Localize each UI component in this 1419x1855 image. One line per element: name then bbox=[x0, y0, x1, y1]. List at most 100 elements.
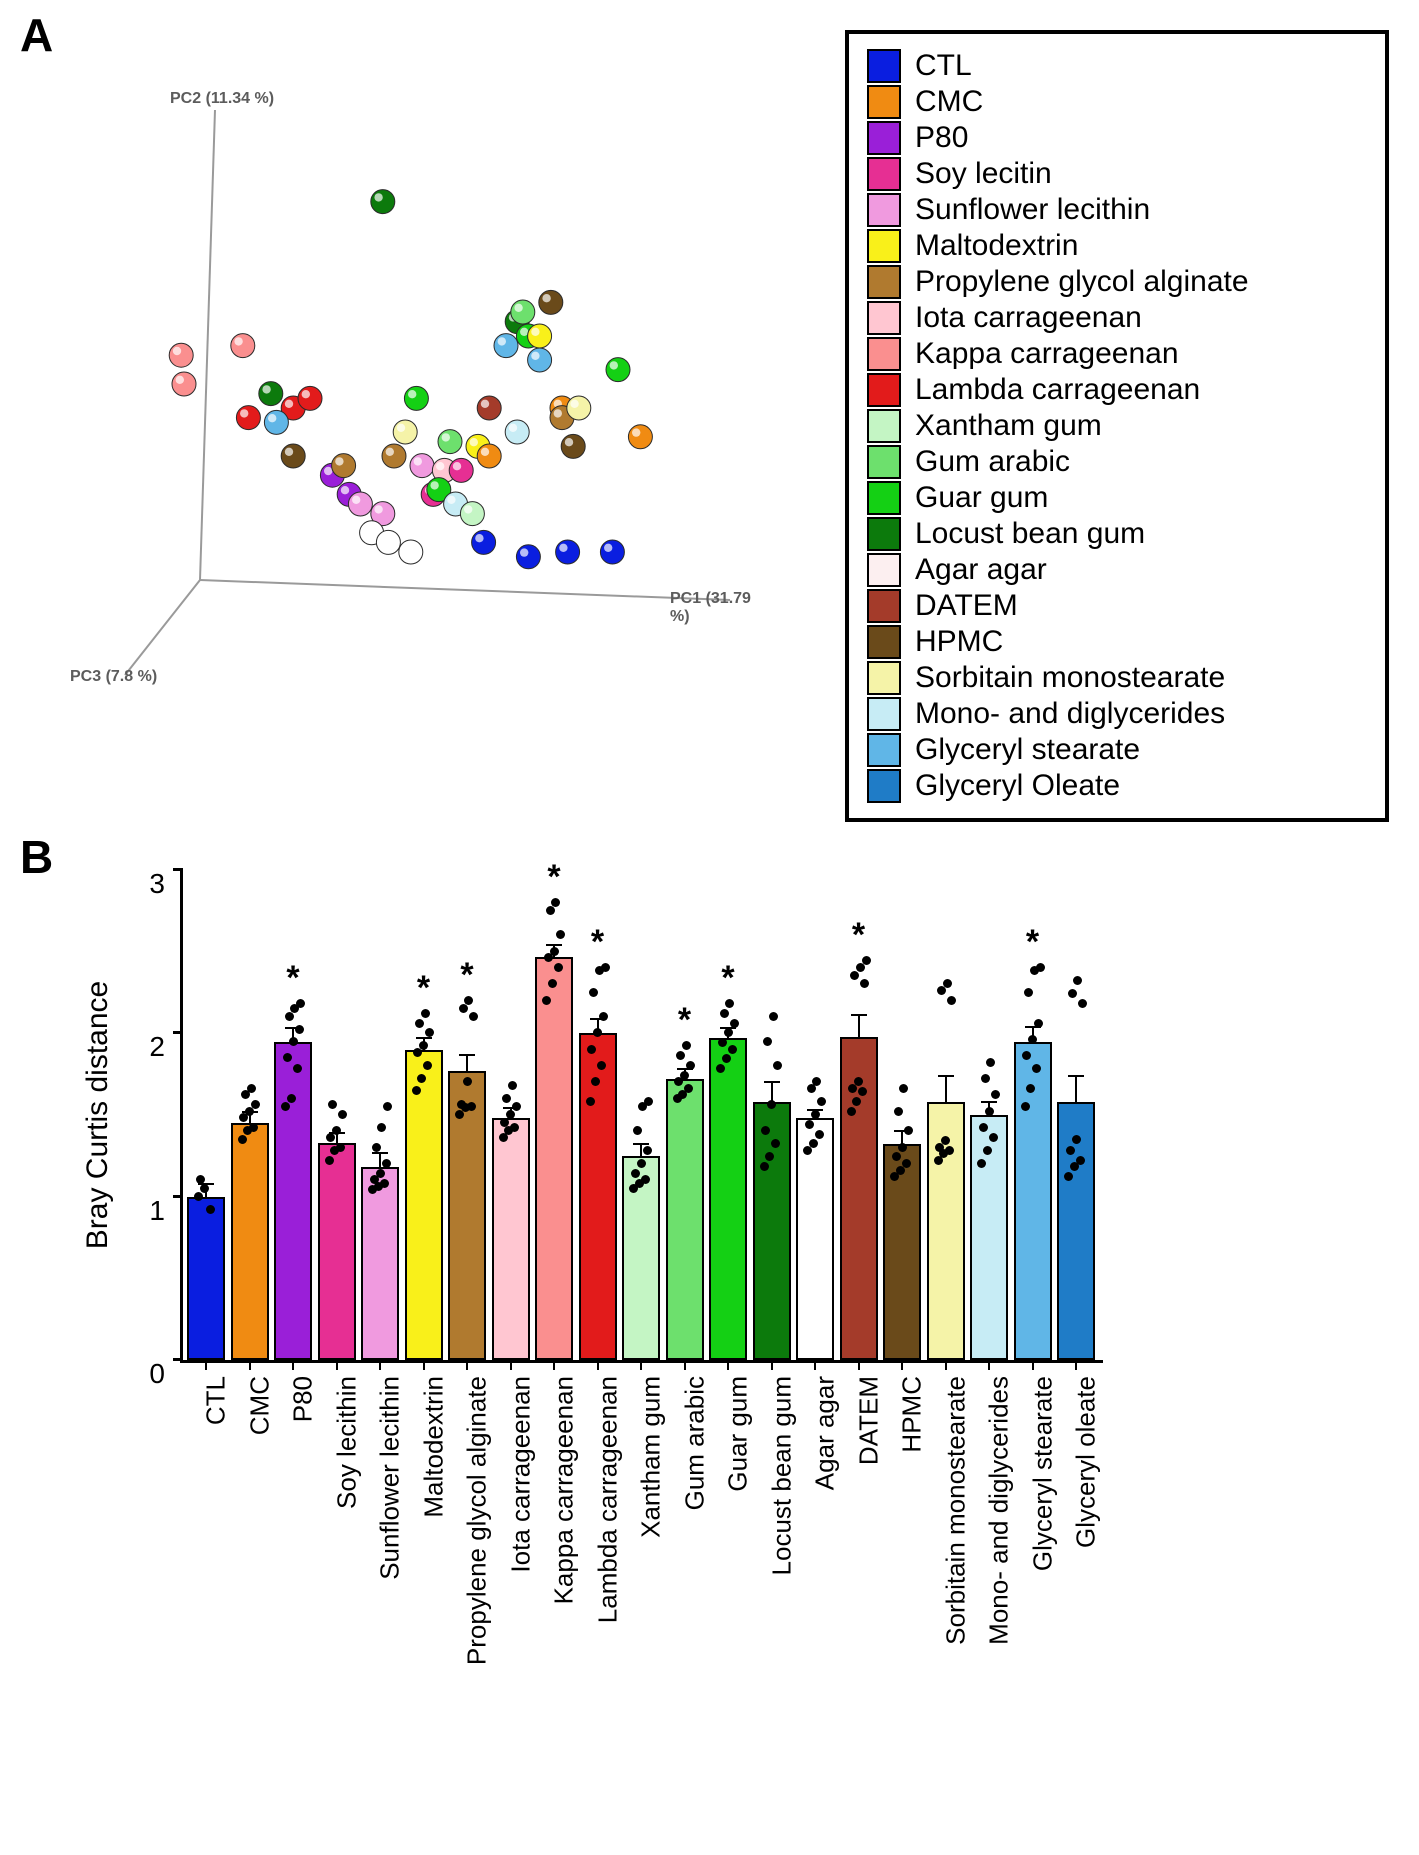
data-point bbox=[542, 996, 551, 1005]
data-point bbox=[1024, 988, 1033, 997]
data-point bbox=[644, 1097, 653, 1106]
legend-swatch bbox=[867, 481, 901, 515]
bar-ytick-label: 0 bbox=[149, 1358, 183, 1390]
pca-point bbox=[332, 454, 356, 478]
pca-point-highlight bbox=[442, 433, 450, 441]
bar-xtick-mark bbox=[379, 1360, 381, 1370]
pc1-axis bbox=[200, 580, 730, 600]
data-point bbox=[332, 1126, 341, 1135]
legend-label: Soy lecitin bbox=[915, 157, 1052, 191]
legend-item: Maltodextrin bbox=[867, 228, 1367, 264]
data-point bbox=[1036, 963, 1045, 972]
data-point bbox=[587, 1045, 596, 1054]
legend-swatch bbox=[867, 697, 901, 731]
pca-point-highlight bbox=[520, 548, 528, 556]
error-bar bbox=[379, 1153, 381, 1168]
pca-point-highlight bbox=[464, 505, 472, 513]
pca-point-highlight bbox=[374, 193, 382, 201]
error-bar-cap bbox=[372, 1152, 388, 1154]
pca-point-highlight bbox=[285, 448, 293, 456]
data-point bbox=[372, 1143, 381, 1152]
data-point bbox=[425, 1028, 434, 1037]
data-point bbox=[728, 1045, 737, 1054]
pca-point-highlight bbox=[520, 328, 528, 336]
bar-xtick-mark bbox=[988, 1360, 990, 1370]
pca-point bbox=[371, 190, 395, 214]
error-bar bbox=[640, 1144, 642, 1155]
pca-point-highlight bbox=[268, 414, 276, 422]
data-point bbox=[328, 1100, 337, 1109]
bar-x-label: CMC bbox=[244, 1376, 275, 1435]
bar-xtick-mark bbox=[684, 1360, 686, 1370]
legend-item: DATEM bbox=[867, 588, 1367, 624]
error-bar-cap bbox=[938, 1075, 954, 1077]
data-point bbox=[415, 1019, 424, 1028]
legend-label: Sunflower lecithin bbox=[915, 193, 1150, 227]
bar-xtick-mark bbox=[858, 1360, 860, 1370]
data-point bbox=[601, 963, 610, 972]
pca-point-highlight bbox=[352, 496, 360, 504]
pca-point-highlight bbox=[234, 337, 242, 345]
bar-xtick-mark bbox=[205, 1360, 207, 1370]
pca-point-highlight bbox=[380, 534, 388, 542]
pc2-axis-label: PC2 (11.34 %) bbox=[170, 90, 274, 108]
pca-point-highlight bbox=[481, 400, 489, 408]
pca-point bbox=[516, 545, 540, 569]
bar bbox=[666, 1079, 704, 1360]
pca-point-highlight bbox=[514, 304, 522, 312]
bar-xtick-mark bbox=[901, 1360, 903, 1370]
data-point bbox=[847, 1107, 856, 1116]
data-point bbox=[554, 963, 563, 972]
bar-x-label: Iota carrageenan bbox=[505, 1376, 536, 1573]
data-point bbox=[817, 1097, 826, 1106]
legend-item: P80 bbox=[867, 120, 1367, 156]
pca-point bbox=[606, 358, 630, 382]
data-point bbox=[894, 1107, 903, 1116]
pca-point-highlight bbox=[285, 400, 293, 408]
bar-xtick-mark bbox=[771, 1360, 773, 1370]
bar-x-label: Glyceryl oleate bbox=[1071, 1376, 1102, 1548]
bar-x-label: Guar gum bbox=[723, 1376, 754, 1492]
data-point bbox=[720, 1009, 729, 1018]
bar-x-label: DATEM bbox=[853, 1376, 884, 1465]
bar-x-label: Sorbitain monostearate bbox=[940, 1376, 971, 1645]
legend-label: Guar gum bbox=[915, 481, 1048, 515]
legend-item: Kappa carrageenan bbox=[867, 336, 1367, 372]
bar-ytick-mark bbox=[173, 868, 183, 871]
bar-x-label: Kappa carrageenan bbox=[549, 1376, 580, 1604]
pca-point-highlight bbox=[335, 457, 343, 465]
pca-point-highlight bbox=[302, 390, 310, 398]
pca-point bbox=[472, 530, 496, 554]
bar bbox=[796, 1118, 834, 1360]
pca-point-highlight bbox=[324, 467, 332, 475]
pca-point bbox=[399, 540, 423, 564]
pca-point bbox=[556, 540, 580, 564]
data-point bbox=[247, 1084, 256, 1093]
pca-point bbox=[539, 290, 563, 314]
data-point bbox=[338, 1110, 347, 1119]
data-point bbox=[986, 1058, 995, 1067]
pca-point bbox=[460, 502, 484, 526]
pca-point-highlight bbox=[341, 486, 349, 494]
pca-point bbox=[494, 334, 518, 358]
legend-item: Mono- and diglycerides bbox=[867, 696, 1367, 732]
data-point bbox=[463, 1077, 472, 1086]
data-point bbox=[283, 1053, 292, 1062]
data-point bbox=[730, 1019, 739, 1028]
pca-point-highlight bbox=[565, 438, 573, 446]
data-point bbox=[502, 1094, 511, 1103]
bar-ytick-label: 2 bbox=[149, 1031, 183, 1063]
data-point bbox=[631, 1169, 640, 1178]
data-point bbox=[989, 1133, 998, 1142]
legend-swatch bbox=[867, 445, 901, 479]
legend-item: Lambda carrageenan bbox=[867, 372, 1367, 408]
legend-item: Soy lecitin bbox=[867, 156, 1367, 192]
legend-swatch bbox=[867, 157, 901, 191]
significance-star: * bbox=[547, 858, 560, 897]
legend-item: Glyceryl Oleate bbox=[867, 768, 1367, 804]
pca-point bbox=[382, 444, 406, 468]
bar bbox=[709, 1038, 747, 1360]
data-point bbox=[512, 1102, 521, 1111]
legend-item: Guar gum bbox=[867, 480, 1367, 516]
legend-label: CMC bbox=[915, 85, 983, 119]
